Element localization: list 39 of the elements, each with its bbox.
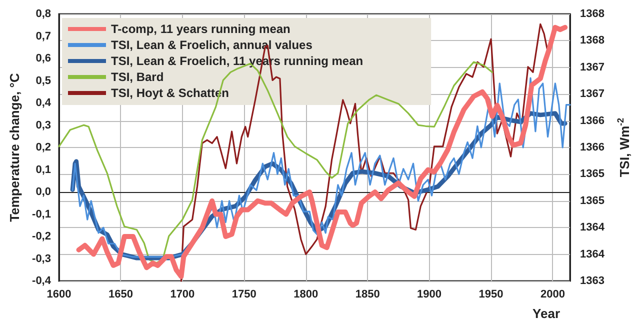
legend-label: T-comp, 11 years running mean: [111, 22, 290, 36]
x-tick-label: 1950: [478, 288, 504, 300]
y2-axis-title: TSI, Wm-2: [616, 118, 632, 178]
y-tick-label: -0,3: [32, 252, 51, 265]
y2-tick-label: 1366: [580, 114, 604, 127]
x-tick-label: 1850: [355, 288, 380, 300]
y-tick-label: 0,3: [36, 119, 51, 132]
y-tick-label: 0,6: [36, 52, 51, 64]
y-tick-label: -0,2: [32, 230, 51, 242]
x-tick-label: 1650: [108, 288, 133, 300]
x-tick-label: 1800: [294, 288, 318, 300]
y2-tick-label: 1367: [580, 61, 604, 74]
y2-tick-label: 1364: [580, 248, 606, 260]
x-axis-title: Year: [532, 306, 560, 321]
y2-tick-label: 1366: [580, 142, 604, 154]
y2-tick-label: 1363: [580, 275, 604, 287]
y-tick-label: 0,2: [36, 142, 51, 154]
y-tick-label: 0,0: [36, 186, 51, 198]
y-tick-label: 0,1: [36, 164, 51, 176]
x-tick-label: 1900: [417, 288, 442, 300]
y2-tick-label: 1368: [580, 8, 604, 20]
x-tick-label: 1700: [170, 288, 195, 300]
y-tick-label: -0,1: [32, 208, 51, 220]
y2-tick-label: 1364: [580, 222, 606, 234]
y-axis-title: Temperature change, °C: [7, 72, 22, 222]
legend-label: TSI, Lean & Froelich, annual values: [111, 38, 313, 52]
y-tick-label: 0,5: [36, 74, 51, 87]
y2-tick-label: 1367: [580, 88, 604, 100]
legend-label: TSI, Bard: [111, 70, 164, 84]
y2-tick-label: 1365: [580, 168, 604, 180]
y-tick-label: 0,4: [36, 97, 52, 109]
y-tick-label: 0,7: [36, 30, 51, 42]
x-tick-label: 1600: [46, 288, 72, 300]
y2-tick-label: 1365: [580, 194, 604, 207]
x-tick-label: 2000: [540, 288, 565, 300]
y2-tick-label: 1368: [580, 34, 604, 47]
y-tick-label: 0,8: [36, 8, 51, 20]
x-tick-label: 1750: [232, 288, 256, 300]
y-tick-label: -0,4: [32, 275, 52, 287]
